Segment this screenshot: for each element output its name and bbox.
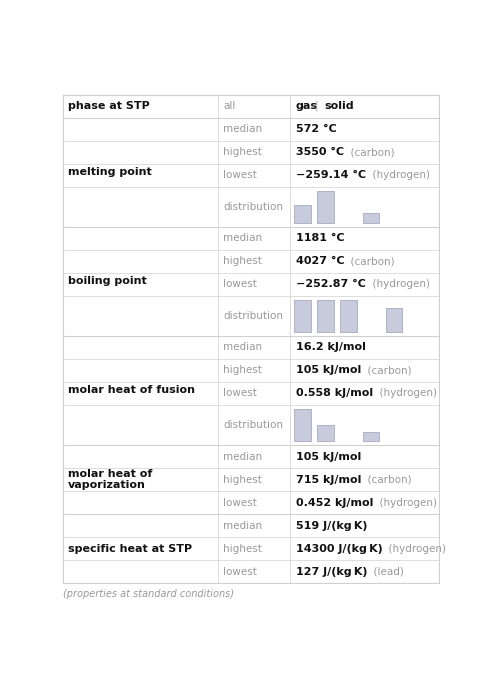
Text: 0.558 kJ/mol: 0.558 kJ/mol xyxy=(295,388,372,399)
Bar xyxy=(63,249,438,273)
Text: highest: highest xyxy=(223,366,261,375)
Text: solid: solid xyxy=(324,101,353,111)
Text: |: | xyxy=(314,101,318,111)
Text: 715 kJ/mol: 715 kJ/mol xyxy=(295,475,360,484)
Text: (hydrogen): (hydrogen) xyxy=(365,279,428,290)
Bar xyxy=(63,95,438,117)
Text: distribution: distribution xyxy=(223,420,283,430)
Text: 519 J/(kg K): 519 J/(kg K) xyxy=(295,520,366,531)
Bar xyxy=(294,409,310,441)
Text: highest: highest xyxy=(223,147,261,157)
Bar xyxy=(63,273,438,296)
Text: specific heat at STP: specific heat at STP xyxy=(67,544,191,553)
Text: (hydrogen): (hydrogen) xyxy=(372,498,436,508)
Bar xyxy=(63,336,438,359)
Bar xyxy=(63,560,438,583)
Text: (hydrogen): (hydrogen) xyxy=(382,544,446,553)
Text: 0.452 kJ/mol: 0.452 kJ/mol xyxy=(295,498,372,508)
Text: gas: gas xyxy=(295,101,317,111)
Text: 105 kJ/mol: 105 kJ/mol xyxy=(295,451,360,462)
Text: highest: highest xyxy=(223,475,261,484)
Bar xyxy=(63,491,438,514)
Bar xyxy=(63,141,438,164)
Text: highest: highest xyxy=(223,256,261,266)
Text: 127 J/(kg K): 127 J/(kg K) xyxy=(295,567,366,576)
Text: median: median xyxy=(223,343,262,352)
Bar xyxy=(63,537,438,560)
Text: highest: highest xyxy=(223,544,261,553)
Text: lowest: lowest xyxy=(223,567,256,576)
Bar xyxy=(63,296,438,336)
Bar xyxy=(63,227,438,249)
Text: 14300 J/(kg K): 14300 J/(kg K) xyxy=(295,544,382,553)
Text: (hydrogen): (hydrogen) xyxy=(372,388,436,399)
Bar xyxy=(63,445,438,468)
Text: boiling point: boiling point xyxy=(67,276,146,286)
Text: lowest: lowest xyxy=(223,279,256,290)
Bar xyxy=(317,191,333,223)
Bar xyxy=(294,205,310,223)
Text: (hydrogen): (hydrogen) xyxy=(365,170,429,180)
Text: 1181 °C: 1181 °C xyxy=(295,234,344,243)
Text: all: all xyxy=(223,101,235,111)
Text: (carbon): (carbon) xyxy=(360,475,411,484)
Bar xyxy=(362,432,379,441)
Text: (carbon): (carbon) xyxy=(360,366,411,375)
Text: 105 kJ/mol: 105 kJ/mol xyxy=(295,366,360,375)
Text: lowest: lowest xyxy=(223,388,256,399)
Bar xyxy=(294,300,310,332)
Bar xyxy=(362,213,379,223)
Bar xyxy=(63,359,438,382)
Text: molar heat of fusion: molar heat of fusion xyxy=(67,386,194,395)
Bar xyxy=(63,405,438,445)
Text: distribution: distribution xyxy=(223,311,283,321)
Text: 16.2 kJ/mol: 16.2 kJ/mol xyxy=(295,343,365,352)
Bar xyxy=(317,300,333,332)
Text: molar heat of
vaporization: molar heat of vaporization xyxy=(67,468,152,491)
Bar xyxy=(385,308,402,332)
Bar xyxy=(63,164,438,187)
Text: −259.14 °C: −259.14 °C xyxy=(295,170,365,180)
Text: melting point: melting point xyxy=(67,167,151,177)
Bar xyxy=(317,425,333,441)
Text: median: median xyxy=(223,234,262,243)
Text: phase at STP: phase at STP xyxy=(67,101,149,111)
Text: lowest: lowest xyxy=(223,170,256,180)
Text: (lead): (lead) xyxy=(366,567,403,576)
Text: −252.87 °C: −252.87 °C xyxy=(295,279,365,290)
Bar xyxy=(63,382,438,405)
Text: (properties at standard conditions): (properties at standard conditions) xyxy=(63,589,234,600)
Text: distribution: distribution xyxy=(223,202,283,211)
Text: 4027 °C: 4027 °C xyxy=(295,256,344,266)
Text: median: median xyxy=(223,520,262,531)
Bar xyxy=(63,514,438,537)
Text: 3550 °C: 3550 °C xyxy=(295,147,343,157)
Text: 572 °C: 572 °C xyxy=(295,124,336,134)
Text: (carbon): (carbon) xyxy=(344,256,394,266)
Text: median: median xyxy=(223,124,262,134)
Text: (carbon): (carbon) xyxy=(343,147,394,157)
Bar xyxy=(339,300,356,332)
Text: lowest: lowest xyxy=(223,498,256,508)
Bar xyxy=(63,117,438,141)
Text: median: median xyxy=(223,451,262,462)
Bar xyxy=(63,468,438,491)
Bar xyxy=(63,187,438,227)
